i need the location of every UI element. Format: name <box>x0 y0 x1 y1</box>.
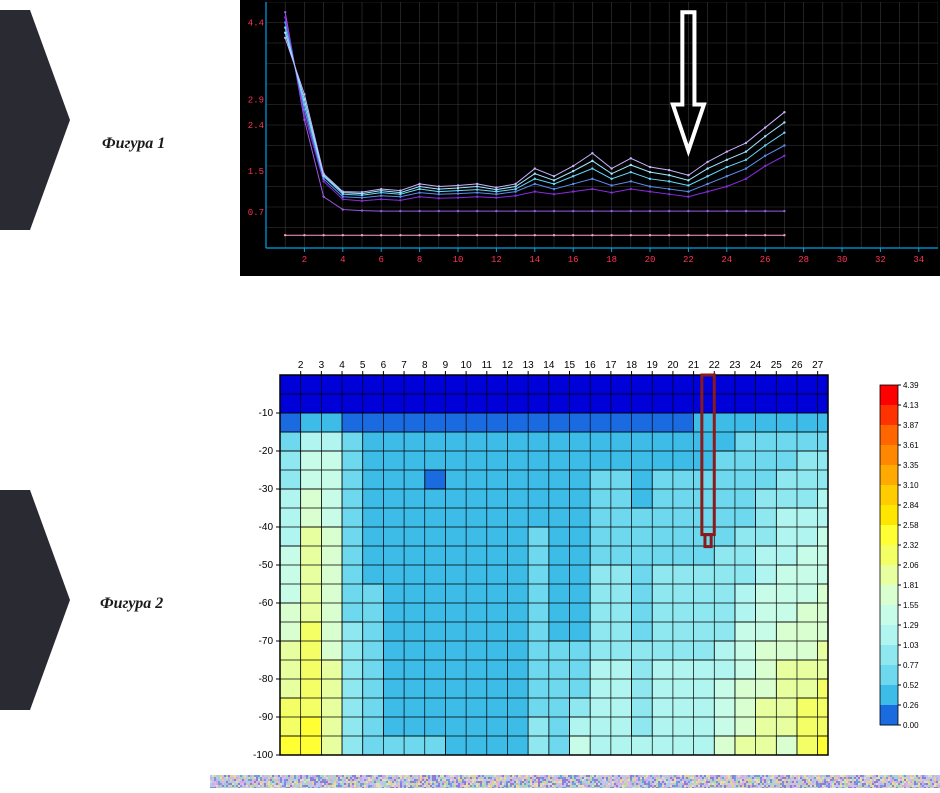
svg-text:6: 6 <box>378 255 383 265</box>
svg-text:2.06: 2.06 <box>903 561 919 570</box>
svg-text:17: 17 <box>605 360 617 371</box>
svg-text:2.58: 2.58 <box>903 521 919 530</box>
svg-text:22: 22 <box>683 255 694 265</box>
svg-text:14: 14 <box>529 255 540 265</box>
svg-text:3.10: 3.10 <box>903 481 919 490</box>
svg-text:10: 10 <box>453 255 464 265</box>
svg-text:11: 11 <box>482 360 493 371</box>
svg-text:2.84: 2.84 <box>903 501 919 510</box>
svg-text:3.61: 3.61 <box>903 441 919 450</box>
svg-text:1.03: 1.03 <box>903 641 919 650</box>
svg-text:4.4: 4.4 <box>248 19 264 29</box>
svg-text:0.7: 0.7 <box>248 208 264 218</box>
svg-text:5: 5 <box>360 360 366 371</box>
svg-text:0.00: 0.00 <box>903 721 919 730</box>
svg-text:28: 28 <box>798 255 809 265</box>
svg-text:20: 20 <box>645 255 656 265</box>
svg-text:4: 4 <box>340 255 345 265</box>
svg-text:-60: -60 <box>259 598 274 609</box>
svg-text:8: 8 <box>422 360 428 371</box>
svg-text:12: 12 <box>491 255 502 265</box>
svg-text:21: 21 <box>688 360 700 371</box>
svg-text:10: 10 <box>461 360 473 371</box>
svg-text:0.77: 0.77 <box>903 661 919 670</box>
svg-text:23: 23 <box>729 360 741 371</box>
svg-text:30: 30 <box>837 255 848 265</box>
svg-text:1.81: 1.81 <box>903 581 919 590</box>
svg-text:4.39: 4.39 <box>903 381 919 390</box>
svg-text:2: 2 <box>302 255 307 265</box>
svg-text:4.13: 4.13 <box>903 401 919 410</box>
svg-text:2.9: 2.9 <box>248 95 264 105</box>
svg-text:1.29: 1.29 <box>903 621 919 630</box>
svg-text:-20: -20 <box>259 446 274 457</box>
svg-text:16: 16 <box>585 360 597 371</box>
svg-text:-50: -50 <box>259 560 274 571</box>
chart-1: 2468101214161820222426283032340.71.52.42… <box>240 0 940 276</box>
svg-text:-40: -40 <box>259 522 274 533</box>
svg-text:34: 34 <box>913 255 924 265</box>
svg-text:3.35: 3.35 <box>903 461 919 470</box>
svg-text:-100: -100 <box>253 750 273 761</box>
svg-text:22: 22 <box>709 360 721 371</box>
svg-text:7: 7 <box>401 360 407 371</box>
svg-text:9: 9 <box>443 360 449 371</box>
decor-arrow-2 <box>0 490 70 710</box>
svg-text:2.4: 2.4 <box>248 121 264 131</box>
svg-text:-10: -10 <box>259 408 274 419</box>
noise-strip <box>210 775 940 788</box>
svg-text:24: 24 <box>721 255 732 265</box>
svg-text:32: 32 <box>875 255 886 265</box>
svg-text:26: 26 <box>760 255 771 265</box>
svg-text:18: 18 <box>606 255 617 265</box>
svg-text:1.55: 1.55 <box>903 601 919 610</box>
svg-text:-80: -80 <box>259 674 274 685</box>
svg-text:26: 26 <box>791 360 803 371</box>
svg-text:19: 19 <box>647 360 659 371</box>
svg-text:-90: -90 <box>259 712 274 723</box>
svg-text:14: 14 <box>543 360 555 371</box>
svg-text:25: 25 <box>771 360 783 371</box>
figure-2-label: Фигура 2 <box>100 595 163 613</box>
svg-text:-70: -70 <box>259 636 274 647</box>
svg-text:0.52: 0.52 <box>903 681 919 690</box>
chart-2: 2345678910111213141516171819202122232425… <box>240 355 940 765</box>
figure-1-label: Фигура 1 <box>102 135 165 153</box>
svg-text:13: 13 <box>523 360 535 371</box>
svg-text:18: 18 <box>626 360 638 371</box>
svg-text:15: 15 <box>564 360 576 371</box>
svg-text:6: 6 <box>381 360 387 371</box>
svg-text:20: 20 <box>667 360 679 371</box>
svg-text:4: 4 <box>339 360 345 371</box>
svg-text:8: 8 <box>417 255 422 265</box>
svg-text:27: 27 <box>812 360 824 371</box>
decor-arrow-1 <box>0 10 70 230</box>
svg-text:1.5: 1.5 <box>248 167 264 177</box>
svg-text:16: 16 <box>568 255 579 265</box>
svg-text:24: 24 <box>750 360 762 371</box>
svg-text:-30: -30 <box>259 484 274 495</box>
svg-text:2: 2 <box>298 360 304 371</box>
svg-text:3.87: 3.87 <box>903 421 919 430</box>
svg-text:2.32: 2.32 <box>903 541 919 550</box>
svg-text:3: 3 <box>319 360 325 371</box>
svg-text:12: 12 <box>502 360 514 371</box>
svg-text:0.26: 0.26 <box>903 701 919 710</box>
